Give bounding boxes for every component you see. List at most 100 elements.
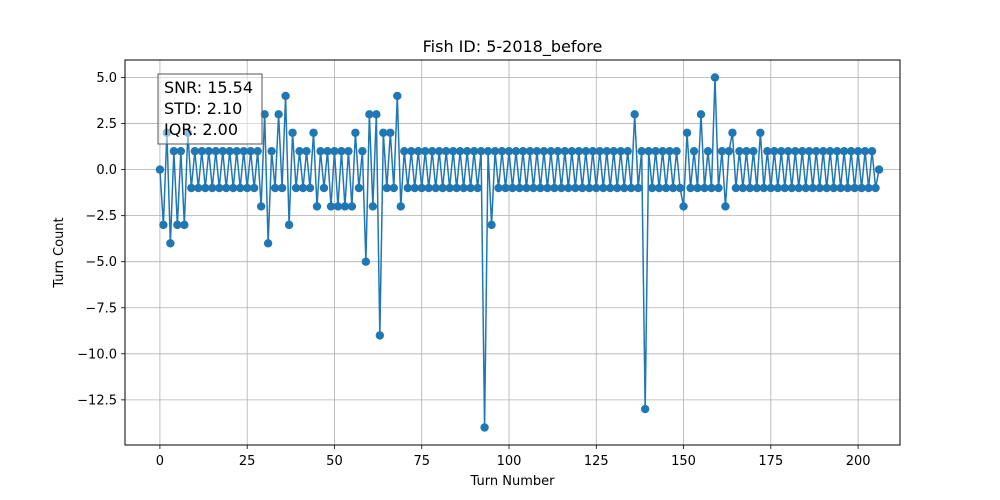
data-point xyxy=(647,183,657,193)
data-point xyxy=(197,146,207,156)
data-point xyxy=(208,183,217,193)
data-point xyxy=(749,146,758,156)
data-point xyxy=(822,183,831,193)
data-point xyxy=(557,183,566,193)
data-point xyxy=(242,183,252,193)
y-tick-label: −7.5 xyxy=(85,301,117,316)
data-point xyxy=(651,146,660,156)
data-point xyxy=(351,128,360,137)
data-point xyxy=(368,202,378,211)
data-point xyxy=(347,202,357,211)
x-tick-label: 150 xyxy=(671,454,696,469)
data-point xyxy=(644,146,653,156)
data-point xyxy=(536,183,545,193)
data-point xyxy=(400,146,409,156)
y-tick-label: −2.5 xyxy=(85,209,117,224)
data-point xyxy=(560,146,570,156)
data-point xyxy=(222,183,231,193)
data-point xyxy=(602,146,611,156)
data-point xyxy=(832,146,842,156)
data-point xyxy=(295,146,304,156)
data-point xyxy=(407,146,416,156)
data-point xyxy=(839,146,849,156)
x-tick-label: 175 xyxy=(758,454,783,469)
data-point xyxy=(682,128,692,137)
y-tick-label: 0.0 xyxy=(96,163,117,178)
data-point xyxy=(428,146,437,156)
data-point xyxy=(567,146,577,156)
data-point xyxy=(490,146,500,156)
data-point xyxy=(798,146,807,156)
data-point xyxy=(466,183,475,193)
data-point xyxy=(337,146,346,156)
data-point xyxy=(609,146,618,156)
data-point xyxy=(661,183,671,193)
data-point xyxy=(773,183,783,193)
data-point xyxy=(323,146,332,156)
data-point xyxy=(476,146,486,156)
data-point xyxy=(365,110,374,119)
data-point xyxy=(871,183,880,193)
data-point xyxy=(525,146,535,156)
data-point xyxy=(812,146,821,156)
data-point xyxy=(675,183,685,193)
data-point xyxy=(508,183,517,193)
data-point xyxy=(487,220,496,230)
data-point xyxy=(455,146,465,156)
data-point xyxy=(759,183,769,193)
data-point xyxy=(801,183,810,193)
data-point xyxy=(483,146,493,156)
data-point xyxy=(312,202,322,211)
x-axis-label: Turn Number xyxy=(470,474,556,489)
data-point xyxy=(658,146,667,156)
data-point xyxy=(574,146,584,156)
chart-title: Fish ID: 5-2018_before xyxy=(423,37,603,57)
y-tick-label: −5.0 xyxy=(85,255,117,270)
data-point xyxy=(850,183,859,193)
data-point xyxy=(316,146,325,156)
data-point xyxy=(201,183,210,193)
data-point xyxy=(808,183,817,193)
data-point xyxy=(236,183,245,193)
data-point xyxy=(731,183,741,193)
data-point xyxy=(421,146,430,156)
data-point xyxy=(270,183,280,193)
data-point xyxy=(480,423,489,432)
data-point xyxy=(766,183,776,193)
data-point xyxy=(459,183,468,193)
data-point xyxy=(696,110,706,119)
data-point xyxy=(735,146,744,156)
data-point xyxy=(298,183,308,193)
data-point xyxy=(780,183,789,193)
data-point xyxy=(256,202,266,211)
data-point xyxy=(588,146,597,156)
data-point xyxy=(728,128,737,137)
data-point xyxy=(791,146,800,156)
data-point xyxy=(190,146,200,156)
data-point xyxy=(668,183,678,193)
data-point xyxy=(853,146,863,156)
data-point xyxy=(550,183,559,193)
data-point xyxy=(187,183,196,193)
data-point xyxy=(581,146,591,156)
data-point xyxy=(784,146,793,156)
data-point xyxy=(232,146,241,156)
data-point xyxy=(637,146,646,156)
data-point xyxy=(452,183,461,193)
data-point xyxy=(553,146,563,156)
data-point xyxy=(281,91,290,101)
data-point xyxy=(874,165,884,174)
data-point xyxy=(291,183,301,193)
data-point xyxy=(379,128,388,137)
y-tick-label: 2.5 xyxy=(96,117,117,132)
data-point xyxy=(717,146,727,156)
data-point xyxy=(825,146,835,156)
data-point xyxy=(372,110,381,119)
data-point xyxy=(204,146,213,156)
data-point xyxy=(396,202,405,211)
y-tick-label: −12.5 xyxy=(77,393,117,408)
data-point xyxy=(441,146,451,156)
data-point xyxy=(689,146,699,156)
data-point xyxy=(309,128,318,137)
data-point xyxy=(714,183,723,193)
